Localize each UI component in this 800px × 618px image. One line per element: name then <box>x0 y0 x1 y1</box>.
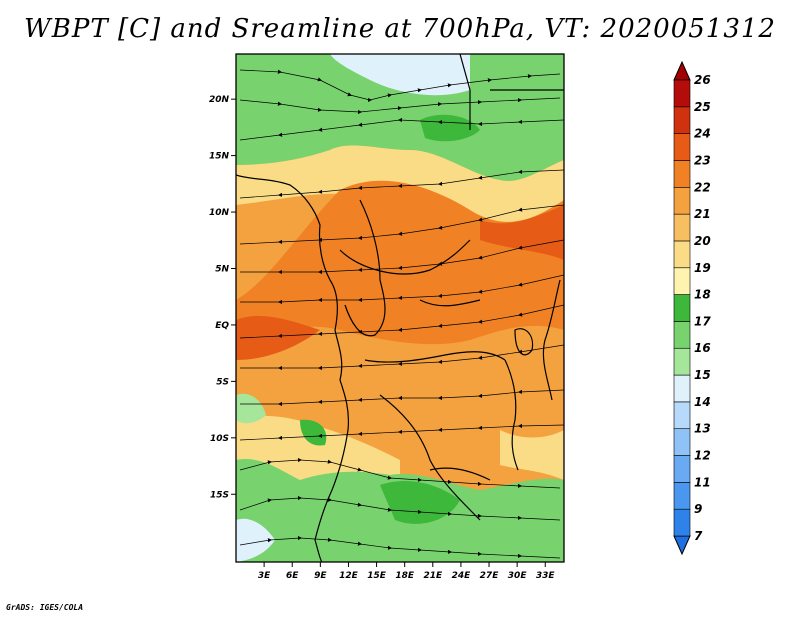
colorbar-swatch <box>673 106 691 134</box>
map-frame <box>235 53 565 563</box>
colorbar-label: 12 <box>694 449 711 463</box>
lon-tick-label: 21E <box>423 571 443 581</box>
lon-tick-label: 9E <box>314 571 327 581</box>
streamlines <box>239 69 564 559</box>
colorbar-label: 25 <box>694 100 711 114</box>
colorbar-swatch <box>673 508 691 537</box>
colorbar-swatch <box>673 482 691 510</box>
grads-credit: GrADS: IGES/COLA <box>6 603 84 612</box>
lon-tick-label: 30E <box>508 571 528 581</box>
lon-tick-label: 27E <box>480 571 500 581</box>
colorbar-label: 26 <box>694 73 711 87</box>
colorbar-swatch <box>673 321 691 349</box>
lon-tick-label: 24E <box>452 571 472 581</box>
colorbar-label: 21 <box>694 207 711 221</box>
colorbar-swatch <box>673 455 691 483</box>
colorbar-label: 7 <box>694 529 703 543</box>
lon-tick-label: 33E <box>536 571 556 581</box>
colorbar-swatch <box>673 428 691 456</box>
colorbar-swatch <box>673 213 691 242</box>
colorbar-swatch <box>673 267 691 295</box>
map-title: WBPT [C] and Sreamline at 700hPa, VT: 20… <box>24 14 776 44</box>
colorbar-min-arrow <box>673 535 691 556</box>
colorbar: 7 9 11 12 13 14 15 16 17 18 19 20 21 22 23 24 25 26 <box>673 60 711 556</box>
lon-tick-label: 12E <box>339 571 359 581</box>
colorbar-label: 11 <box>694 475 711 489</box>
lon-tick-label: 6E <box>286 571 299 581</box>
colorbar-swatch <box>673 294 691 322</box>
colorbar-label: 23 <box>694 153 711 167</box>
longitude-axis: 3E 6E 9E 12E 15E 18E 21E 24E 27E 30E 33E <box>258 562 556 581</box>
colorbar-label: 15 <box>694 368 711 382</box>
latitude-axis: 20N 15N 10N 5N EQ 5S 10S 15S <box>209 95 236 500</box>
colorbar-label: 20 <box>694 234 711 248</box>
lon-tick-label: 3E <box>258 571 271 581</box>
colorbar-label: 13 <box>694 422 711 436</box>
colorbar-max-arrow <box>673 60 691 81</box>
colorbar-label: 18 <box>694 288 711 302</box>
colorbar-swatch <box>673 374 691 403</box>
lat-tick-label: 20N <box>209 95 230 105</box>
lat-tick-label: 5N <box>215 264 229 274</box>
colorbar-label: 17 <box>694 314 711 328</box>
lon-tick-label: 18E <box>395 571 415 581</box>
colorbar-swatch <box>673 401 691 430</box>
colorbar-swatch <box>673 240 691 269</box>
colorbar-label: 16 <box>694 341 711 355</box>
colorbar-label: 14 <box>694 395 711 409</box>
colorbar-swatch <box>673 186 691 215</box>
colorbar-label: 22 <box>694 180 711 194</box>
lat-tick-label: 5S <box>216 377 229 387</box>
colorbar-swatch <box>673 347 691 376</box>
lat-tick-label: EQ <box>215 321 229 331</box>
colorbar-swatch <box>673 79 691 108</box>
lat-tick-label: 10N <box>209 208 230 218</box>
lon-tick-label: 15E <box>367 571 387 581</box>
colorbar-label: 9 <box>694 502 702 516</box>
map-field <box>236 54 564 562</box>
colorbar-label: 19 <box>694 261 711 275</box>
colorbar-swatch <box>673 160 691 188</box>
lat-tick-label: 10S <box>210 434 229 444</box>
lat-tick-label: 15S <box>210 490 229 500</box>
colorbar-label: 24 <box>694 127 711 141</box>
lat-tick-label: 15N <box>209 152 230 162</box>
colorbar-swatch <box>673 133 691 161</box>
